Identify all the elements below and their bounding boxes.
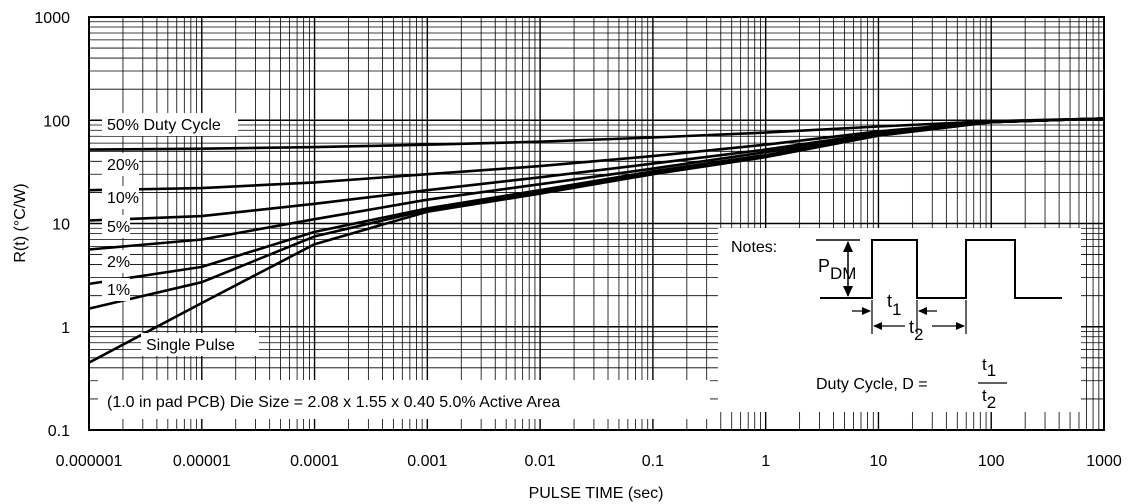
- fraction-numerator: t1: [982, 355, 996, 380]
- fraction-denominator: t2: [982, 386, 996, 412]
- t1-arrow-left-icon: [918, 307, 927, 315]
- x-tick-label: 0.00001: [173, 453, 231, 470]
- series-line-2: [88, 117, 1105, 222]
- y-tick-label: 0.1: [48, 423, 70, 440]
- pdm-arrow-down-icon: [843, 286, 853, 297]
- x-tick-label: 0.001: [407, 453, 447, 470]
- series-label-bg: [102, 278, 130, 301]
- t2-arrow-right-icon: [956, 322, 965, 330]
- t2-arrow-left-icon: [873, 322, 882, 330]
- pdm-label: PDM: [818, 256, 856, 283]
- y-tick-labels: 0.1 1 10 100 1000: [34, 10, 70, 440]
- x-tick-label: 100: [978, 453, 1005, 470]
- annotation-background: [98, 380, 710, 419]
- series-label: Single Pulse: [146, 337, 235, 354]
- t2-label: t2: [909, 317, 923, 344]
- series-line-0: [88, 117, 1105, 151]
- x-tick-label: 0.1: [642, 453, 664, 470]
- pdm-arrow-up-icon: [843, 241, 853, 252]
- series-label-bg: [102, 153, 139, 176]
- x-tick-label: 10: [870, 453, 888, 470]
- y-tick-label: 1000: [34, 10, 70, 27]
- pulse-waveform: [820, 239, 1062, 299]
- x-tick-label: 1000: [1086, 453, 1122, 470]
- series-label: 1%: [107, 282, 130, 299]
- t1-label: t1: [887, 291, 901, 319]
- x-tick-labels: 0.000001 0.00001 0.0001 0.001 0.01 0.1 1 10 100 1…: [56, 453, 1122, 470]
- series-lines: [88, 117, 1105, 364]
- annotation-text: (1.0 in pad PCB) Die Size = 2.08 x 1.55 …: [107, 394, 560, 411]
- duty-cycle-text: Duty Cycle, D =: [816, 376, 928, 393]
- series-label-bg: [141, 333, 259, 356]
- x-tick-label: 0.000001: [56, 453, 123, 470]
- x-tick-label: 1: [761, 453, 770, 470]
- notes-heading: Notes:: [731, 239, 777, 256]
- series-label-bg: [102, 186, 139, 209]
- series-labels: 50% Duty Cycle 20% 10% 5% 2% 1% Single Pulse: [102, 113, 259, 356]
- series-label: 2%: [107, 254, 130, 271]
- x-axis-label: PULSE TIME (sec): [529, 485, 664, 502]
- series-label-bg: [102, 250, 130, 273]
- plot-frame: [88, 16, 1105, 431]
- notes-panel: Notes: PDM t1 t2 Duty Cycle, D = t1 t2: [718, 228, 1081, 412]
- x-tick-label: 0.0001: [290, 453, 339, 470]
- series-label: 10%: [107, 190, 139, 207]
- notes-background: [718, 228, 1081, 412]
- y-tick-label: 100: [43, 113, 70, 130]
- t1-arrow-right-icon: [862, 307, 871, 315]
- y-tick-label: 10: [52, 217, 70, 234]
- series-line-6: [88, 117, 1105, 364]
- series-label-bg: [102, 215, 130, 238]
- series-label: 5%: [107, 219, 130, 236]
- series-label: 20%: [107, 157, 139, 174]
- y-axis-label: R(t) (°C/W): [12, 183, 29, 262]
- series-label: 50% Duty Cycle: [107, 117, 221, 134]
- x-tick-label: 0.01: [525, 453, 556, 470]
- y-tick-label: 1: [61, 320, 70, 337]
- series-label-bg: [102, 113, 238, 136]
